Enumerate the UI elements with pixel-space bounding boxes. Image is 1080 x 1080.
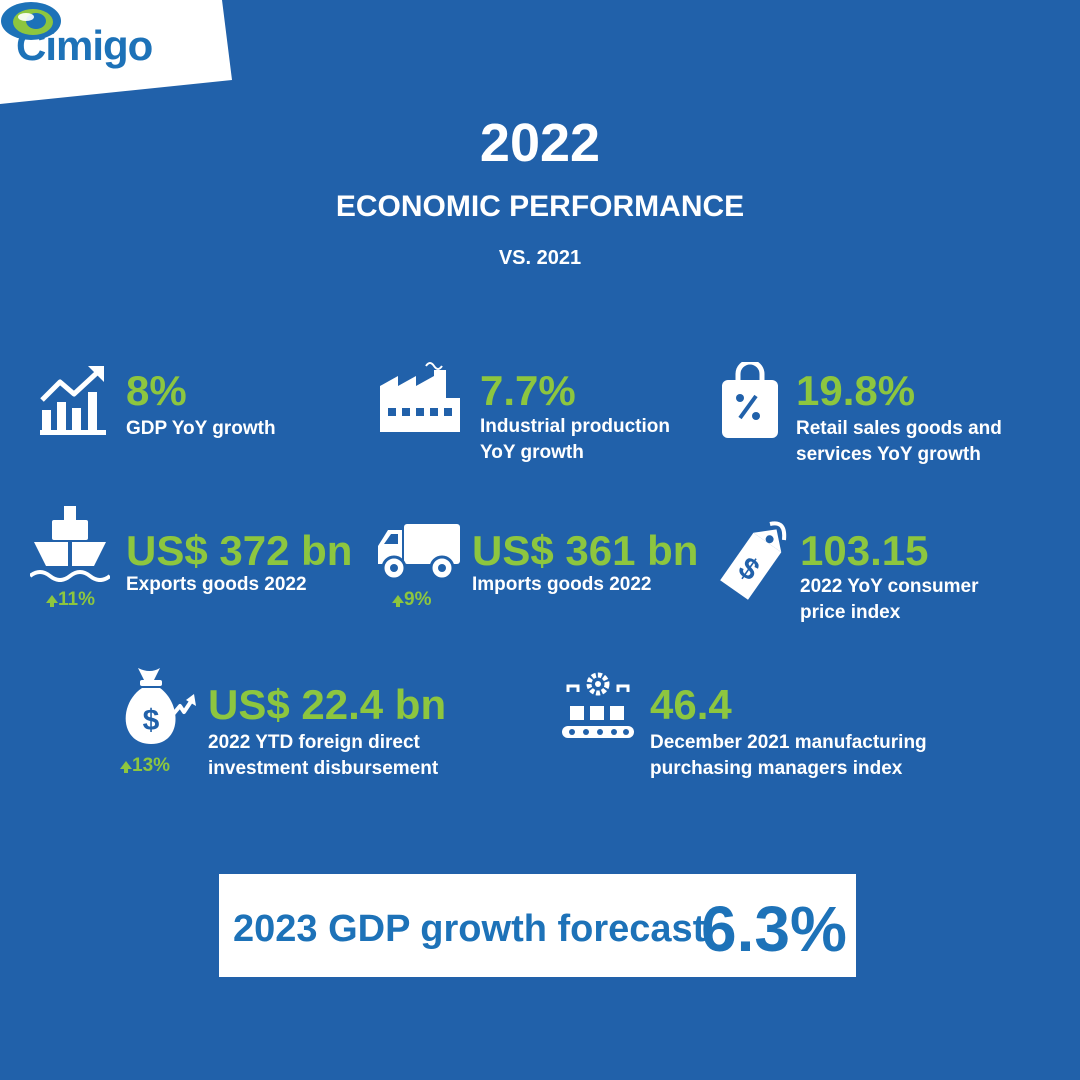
exports-change: 11%	[46, 590, 95, 609]
svg-text:$: $	[143, 704, 160, 737]
industrial-value: 7.7%	[480, 367, 576, 414]
industrial-label: Industrial production YoY growth	[480, 414, 670, 466]
manufacturing-line-icon	[562, 672, 634, 738]
cpi-label-line: price index	[800, 602, 901, 623]
pmi-label-line: December 2021 manufacturing	[650, 732, 927, 753]
imports-label-line: Imports goods 2022	[472, 574, 652, 595]
gdp-label: GDP YoY growth	[126, 416, 276, 442]
arrow-up-stem	[50, 599, 54, 607]
fdi-label-line: investment disbursement	[208, 758, 439, 779]
imports-change-value: 9%	[404, 589, 432, 610]
imports-label: Imports goods 2022	[472, 572, 652, 598]
forecast-box: 2023 GDP growth forecast 6.3%	[219, 874, 856, 977]
fdi-value: US$ 22.4 bn	[208, 681, 447, 728]
industrial-label-line: Industrial production	[480, 416, 670, 437]
eye-icon	[1, 2, 61, 40]
exports-label-line: Exports goods 2022	[126, 574, 307, 595]
factory-icon	[380, 362, 460, 432]
arrow-up-stem	[396, 599, 400, 607]
growth-chart-icon	[40, 366, 106, 435]
cpi-label: 2022 YoY consumer price index	[800, 574, 979, 626]
logo: Cimigo	[0, 0, 232, 104]
exports-change-value: 11%	[58, 589, 95, 610]
retail-value: 19.8%	[796, 367, 916, 414]
truck-icon	[378, 524, 460, 581]
exports-label: Exports goods 2022	[126, 572, 307, 598]
fdi-label-line: 2022 YTD foreign direct	[208, 732, 420, 753]
gdp-value: 8%	[126, 367, 187, 414]
retail-label-line: Retail sales goods and	[796, 418, 1002, 439]
pmi-label: December 2021 manufacturing purchasing m…	[650, 730, 927, 782]
fdi-change-value: 13%	[132, 755, 171, 776]
retail-label-line: services YoY growth	[796, 444, 981, 465]
money-bag-icon: $	[125, 668, 196, 744]
fdi-change: 13%	[120, 756, 170, 775]
imports-value: US$ 361 bn	[472, 527, 699, 574]
forecast-value: 6.3%	[701, 893, 847, 965]
ship-icon	[30, 506, 110, 582]
cpi-label-line: 2022 YoY consumer	[800, 576, 979, 597]
industrial-label-line: YoY growth	[480, 442, 584, 463]
arrow-up-stem	[124, 765, 128, 773]
pmi-label-line: purchasing managers index	[650, 758, 903, 779]
shopping-bag-percent-icon	[722, 362, 778, 438]
cpi-value: 103.15	[800, 527, 929, 574]
forecast-label: 2023 GDP growth forecast	[233, 908, 706, 950]
price-tag-icon: $	[720, 521, 787, 600]
page-subtitle: VS. 2021	[498, 247, 582, 269]
pmi-value: 46.4	[650, 681, 732, 728]
imports-change: 9%	[392, 590, 431, 609]
fdi-label: 2022 YTD foreign direct investment disbu…	[208, 730, 438, 782]
page-title: ECONOMIC PERFORMANCE	[335, 190, 745, 223]
page-year: 2022	[479, 113, 601, 173]
exports-value: US$ 372 bn	[126, 527, 353, 574]
gdp-label-line: GDP YoY growth	[126, 418, 276, 439]
retail-label: Retail sales goods and services YoY grow…	[796, 416, 1002, 468]
